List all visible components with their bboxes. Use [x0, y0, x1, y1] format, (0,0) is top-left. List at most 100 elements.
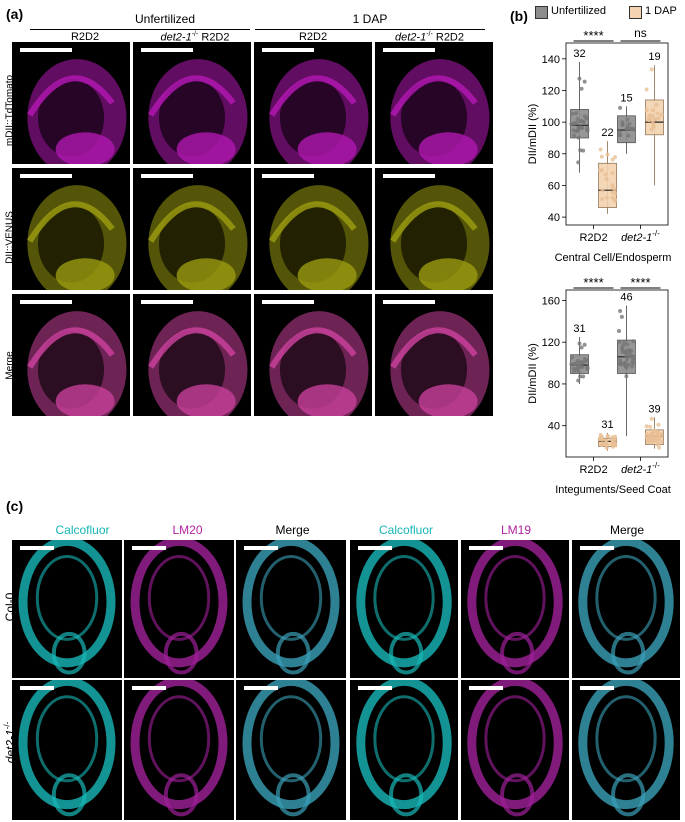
- data-point: [576, 128, 581, 133]
- panel-b-letter: (b): [510, 8, 528, 24]
- y-tick-label: 40: [548, 212, 560, 224]
- data-point: [625, 342, 630, 347]
- y-axis-label: DII/mDII (%): [527, 343, 539, 404]
- scale-bar: [141, 174, 193, 178]
- scale-bar: [262, 300, 314, 304]
- micrograph-dii-r2d2-1dap: [254, 168, 372, 290]
- data-point: [644, 108, 649, 113]
- box-1dap-0: [597, 141, 618, 214]
- y-tick-label: 140: [542, 54, 560, 66]
- n-label: 31: [573, 323, 585, 335]
- micrograph-mdii-r2d2-unfert: [12, 42, 130, 164]
- sig-label: ****: [630, 275, 650, 290]
- n-label: 39: [648, 403, 660, 415]
- data-point: [651, 122, 656, 127]
- data-point: [582, 342, 587, 347]
- data-point: [610, 183, 615, 188]
- scale-bar: [358, 686, 392, 690]
- data-point: [581, 361, 586, 366]
- scale-bar: [132, 546, 166, 550]
- data-point: [644, 432, 649, 437]
- micrograph-dii-det2-1dap: [375, 168, 493, 290]
- data-point: [616, 328, 621, 333]
- n-label: 32: [573, 48, 585, 60]
- data-point: [598, 442, 603, 447]
- col-label-det2-1dap: det2-1-/- R2D2: [395, 31, 464, 44]
- data-point: [631, 361, 636, 366]
- data-point: [618, 308, 623, 313]
- data-point: [599, 154, 604, 159]
- scale-bar: [262, 48, 314, 52]
- data-point: [576, 135, 581, 140]
- panel-c-letter: (c): [6, 498, 24, 514]
- group-line-unfertilized: [30, 29, 250, 30]
- data-point: [657, 436, 662, 441]
- data-point: [603, 172, 608, 177]
- col-label-merge-left: Merge: [275, 523, 310, 537]
- x-tick-label: R2D2: [579, 464, 607, 476]
- data-point: [613, 438, 618, 443]
- data-point: [650, 432, 655, 437]
- n-label: 15: [620, 92, 632, 104]
- data-point: [584, 116, 589, 121]
- data-point: [576, 378, 581, 383]
- data-point: [654, 103, 659, 108]
- scale-bar: [20, 546, 54, 550]
- data-point: [571, 128, 576, 133]
- y-tick-label: 160: [542, 295, 560, 307]
- scale-bar: [141, 300, 193, 304]
- data-point: [610, 171, 615, 176]
- box-1dap-0: [597, 432, 618, 451]
- data-point: [581, 374, 586, 379]
- data-point: [598, 435, 603, 440]
- micrograph-mdii-det2-unfert: [133, 42, 251, 164]
- box-1dap-1: [644, 416, 664, 450]
- data-point: [659, 112, 664, 117]
- box-unfertilized-0: [569, 61, 590, 173]
- micrograph-col0-lm20: [124, 540, 234, 678]
- scale-bar: [469, 546, 503, 550]
- data-point: [631, 127, 636, 132]
- col-label-calcofluor-left: Calcofluor: [55, 523, 110, 537]
- col-label-r2d2-1dap: R2D2: [298, 31, 328, 43]
- n-label: 22: [601, 127, 613, 139]
- data-point: [644, 424, 649, 429]
- micrograph-dii-r2d2-unfert: [12, 168, 130, 290]
- data-point: [625, 357, 630, 362]
- scale-bar: [20, 174, 72, 178]
- data-point: [605, 195, 610, 200]
- data-point: [605, 152, 610, 157]
- scale-bar: [580, 686, 614, 690]
- data-point: [644, 87, 649, 92]
- micrograph-det2-lm20: [124, 680, 234, 820]
- data-point: [625, 117, 630, 122]
- micrograph-det2-calcofluor-lm20: [12, 680, 122, 820]
- x-axis-label: Integuments/Seed Coat: [555, 484, 671, 496]
- micrograph-mdii-r2d2-1dap: [254, 42, 372, 164]
- n-label: 31: [601, 419, 613, 431]
- scale-bar: [383, 174, 435, 178]
- data-point: [618, 105, 623, 110]
- y-tick-label: 60: [548, 180, 560, 192]
- micrograph-col0-calcofluor-lm19: [350, 540, 458, 678]
- data-point: [645, 439, 650, 444]
- micrograph-det2-merge-lm19: [572, 680, 680, 820]
- box-unfertilized-1: [616, 305, 636, 437]
- data-point: [572, 133, 577, 138]
- data-point: [620, 123, 625, 128]
- data-point: [627, 350, 632, 355]
- micrograph-merge-det2-unfert: [133, 294, 251, 416]
- micrograph-det2-calcofluor-lm19: [350, 680, 458, 820]
- y-tick-label: 100: [542, 117, 560, 129]
- data-point: [610, 157, 615, 162]
- data-point: [659, 431, 664, 436]
- data-point: [578, 374, 583, 379]
- group-label-unfertilized: Unfertilized: [134, 12, 196, 26]
- n-label: 19: [648, 51, 660, 63]
- data-point: [575, 117, 580, 122]
- data-point: [610, 435, 615, 440]
- data-point: [649, 416, 654, 421]
- sig-label: ns: [634, 26, 647, 40]
- data-point: [656, 422, 661, 427]
- sig-label: ****: [583, 28, 603, 43]
